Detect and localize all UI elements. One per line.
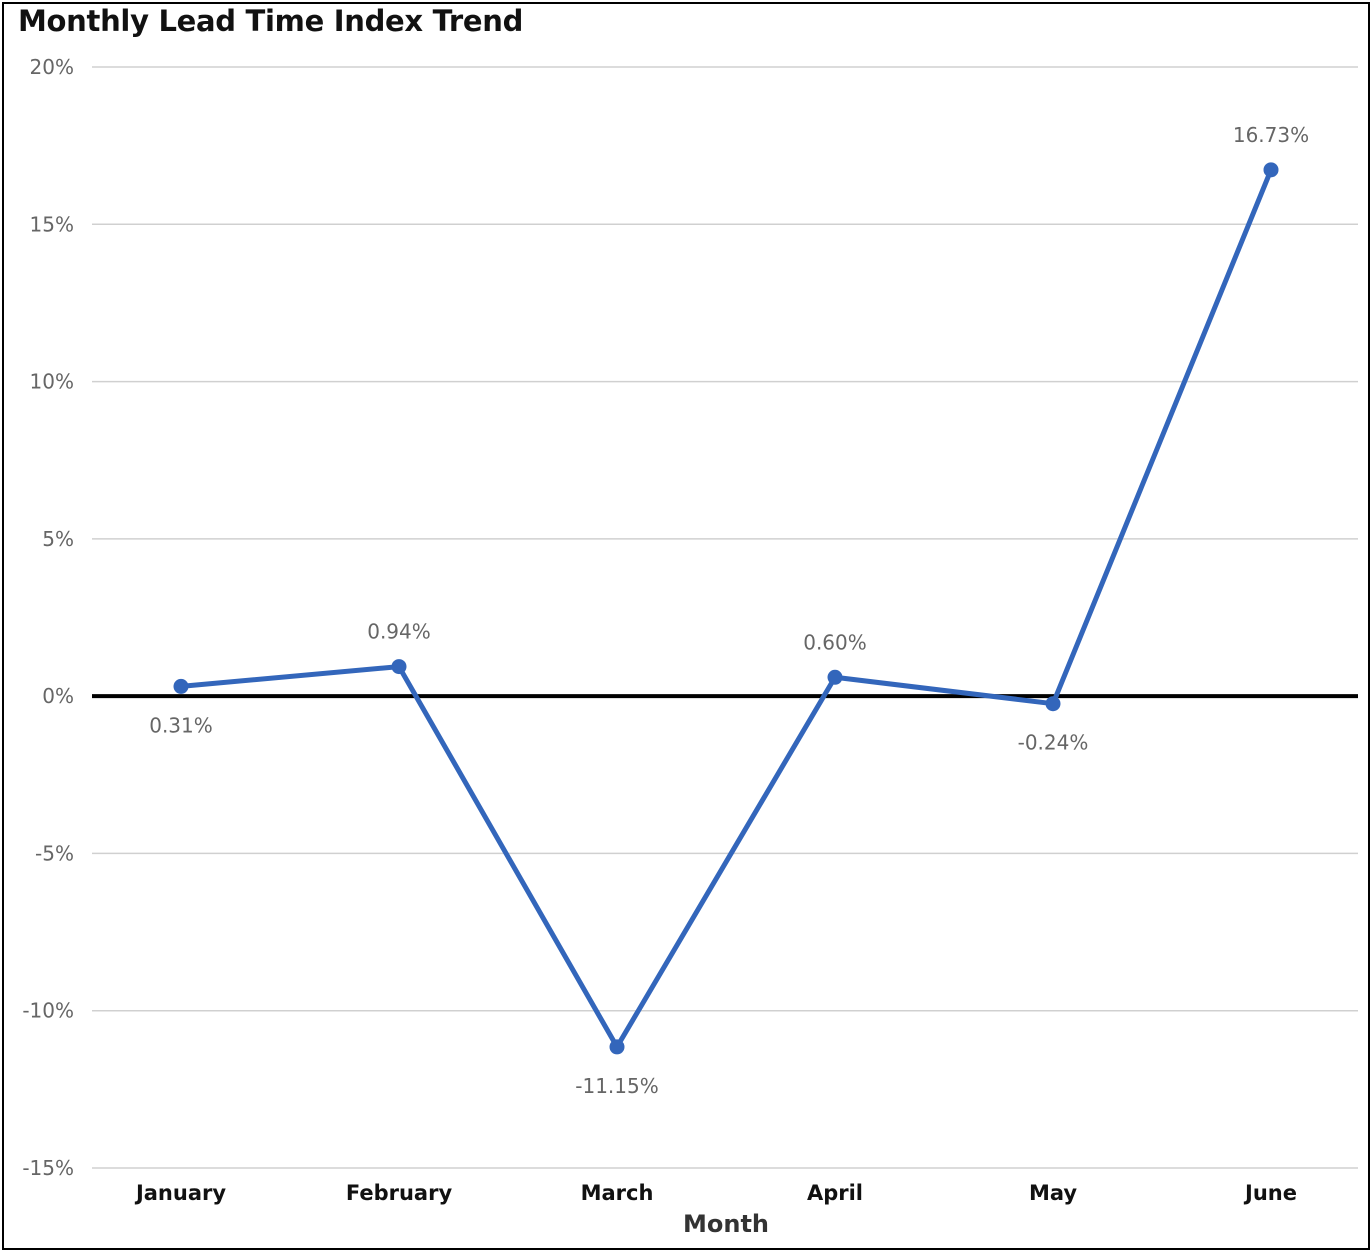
data-label: -11.15% [575, 1074, 658, 1098]
grid-lines [92, 66, 1358, 1169]
y-tick-label: 15% [30, 212, 74, 236]
chart-title: Monthly Lead Time Index Trend [18, 4, 524, 38]
data-point [827, 669, 843, 685]
y-tick-label: 20% [30, 55, 74, 79]
x-tick-label: February [346, 1181, 453, 1205]
data-label: 0.31% [149, 713, 213, 737]
series-line [180, 168, 1274, 1050]
x-axis-label: Month [683, 1210, 769, 1238]
x-tick-label: May [1029, 1181, 1077, 1205]
data-label: 0.94% [367, 620, 431, 644]
x-tick-label: January [134, 1181, 226, 1205]
y-tick-label: 0% [42, 684, 74, 708]
x-tick-label: June [1243, 1181, 1297, 1205]
x-axis-ticks: January February March April May June [134, 1181, 1297, 1205]
data-points [173, 162, 1279, 1055]
data-point [609, 1039, 625, 1055]
data-label: 0.60% [803, 630, 867, 654]
data-label: 16.73% [1233, 123, 1309, 147]
y-axis-ticks: 20% 15% 10% 5% 0% -5% -10% -15% [22, 55, 74, 1180]
y-tick-label: -10% [22, 999, 74, 1023]
data-point [1263, 162, 1279, 178]
y-tick-label: -5% [35, 841, 74, 865]
data-labels: 0.31% 0.94% -11.15% 0.60% -0.24% 16.73% [149, 123, 1309, 1098]
data-point [391, 659, 407, 675]
data-label: -0.24% [1018, 731, 1089, 755]
data-point [173, 678, 189, 694]
y-tick-label: 10% [30, 370, 74, 394]
data-point [1045, 696, 1061, 712]
x-tick-label: April [807, 1181, 863, 1205]
y-tick-label: -15% [22, 1156, 74, 1180]
y-tick-label: 5% [42, 527, 74, 551]
x-tick-label: March [581, 1181, 654, 1205]
